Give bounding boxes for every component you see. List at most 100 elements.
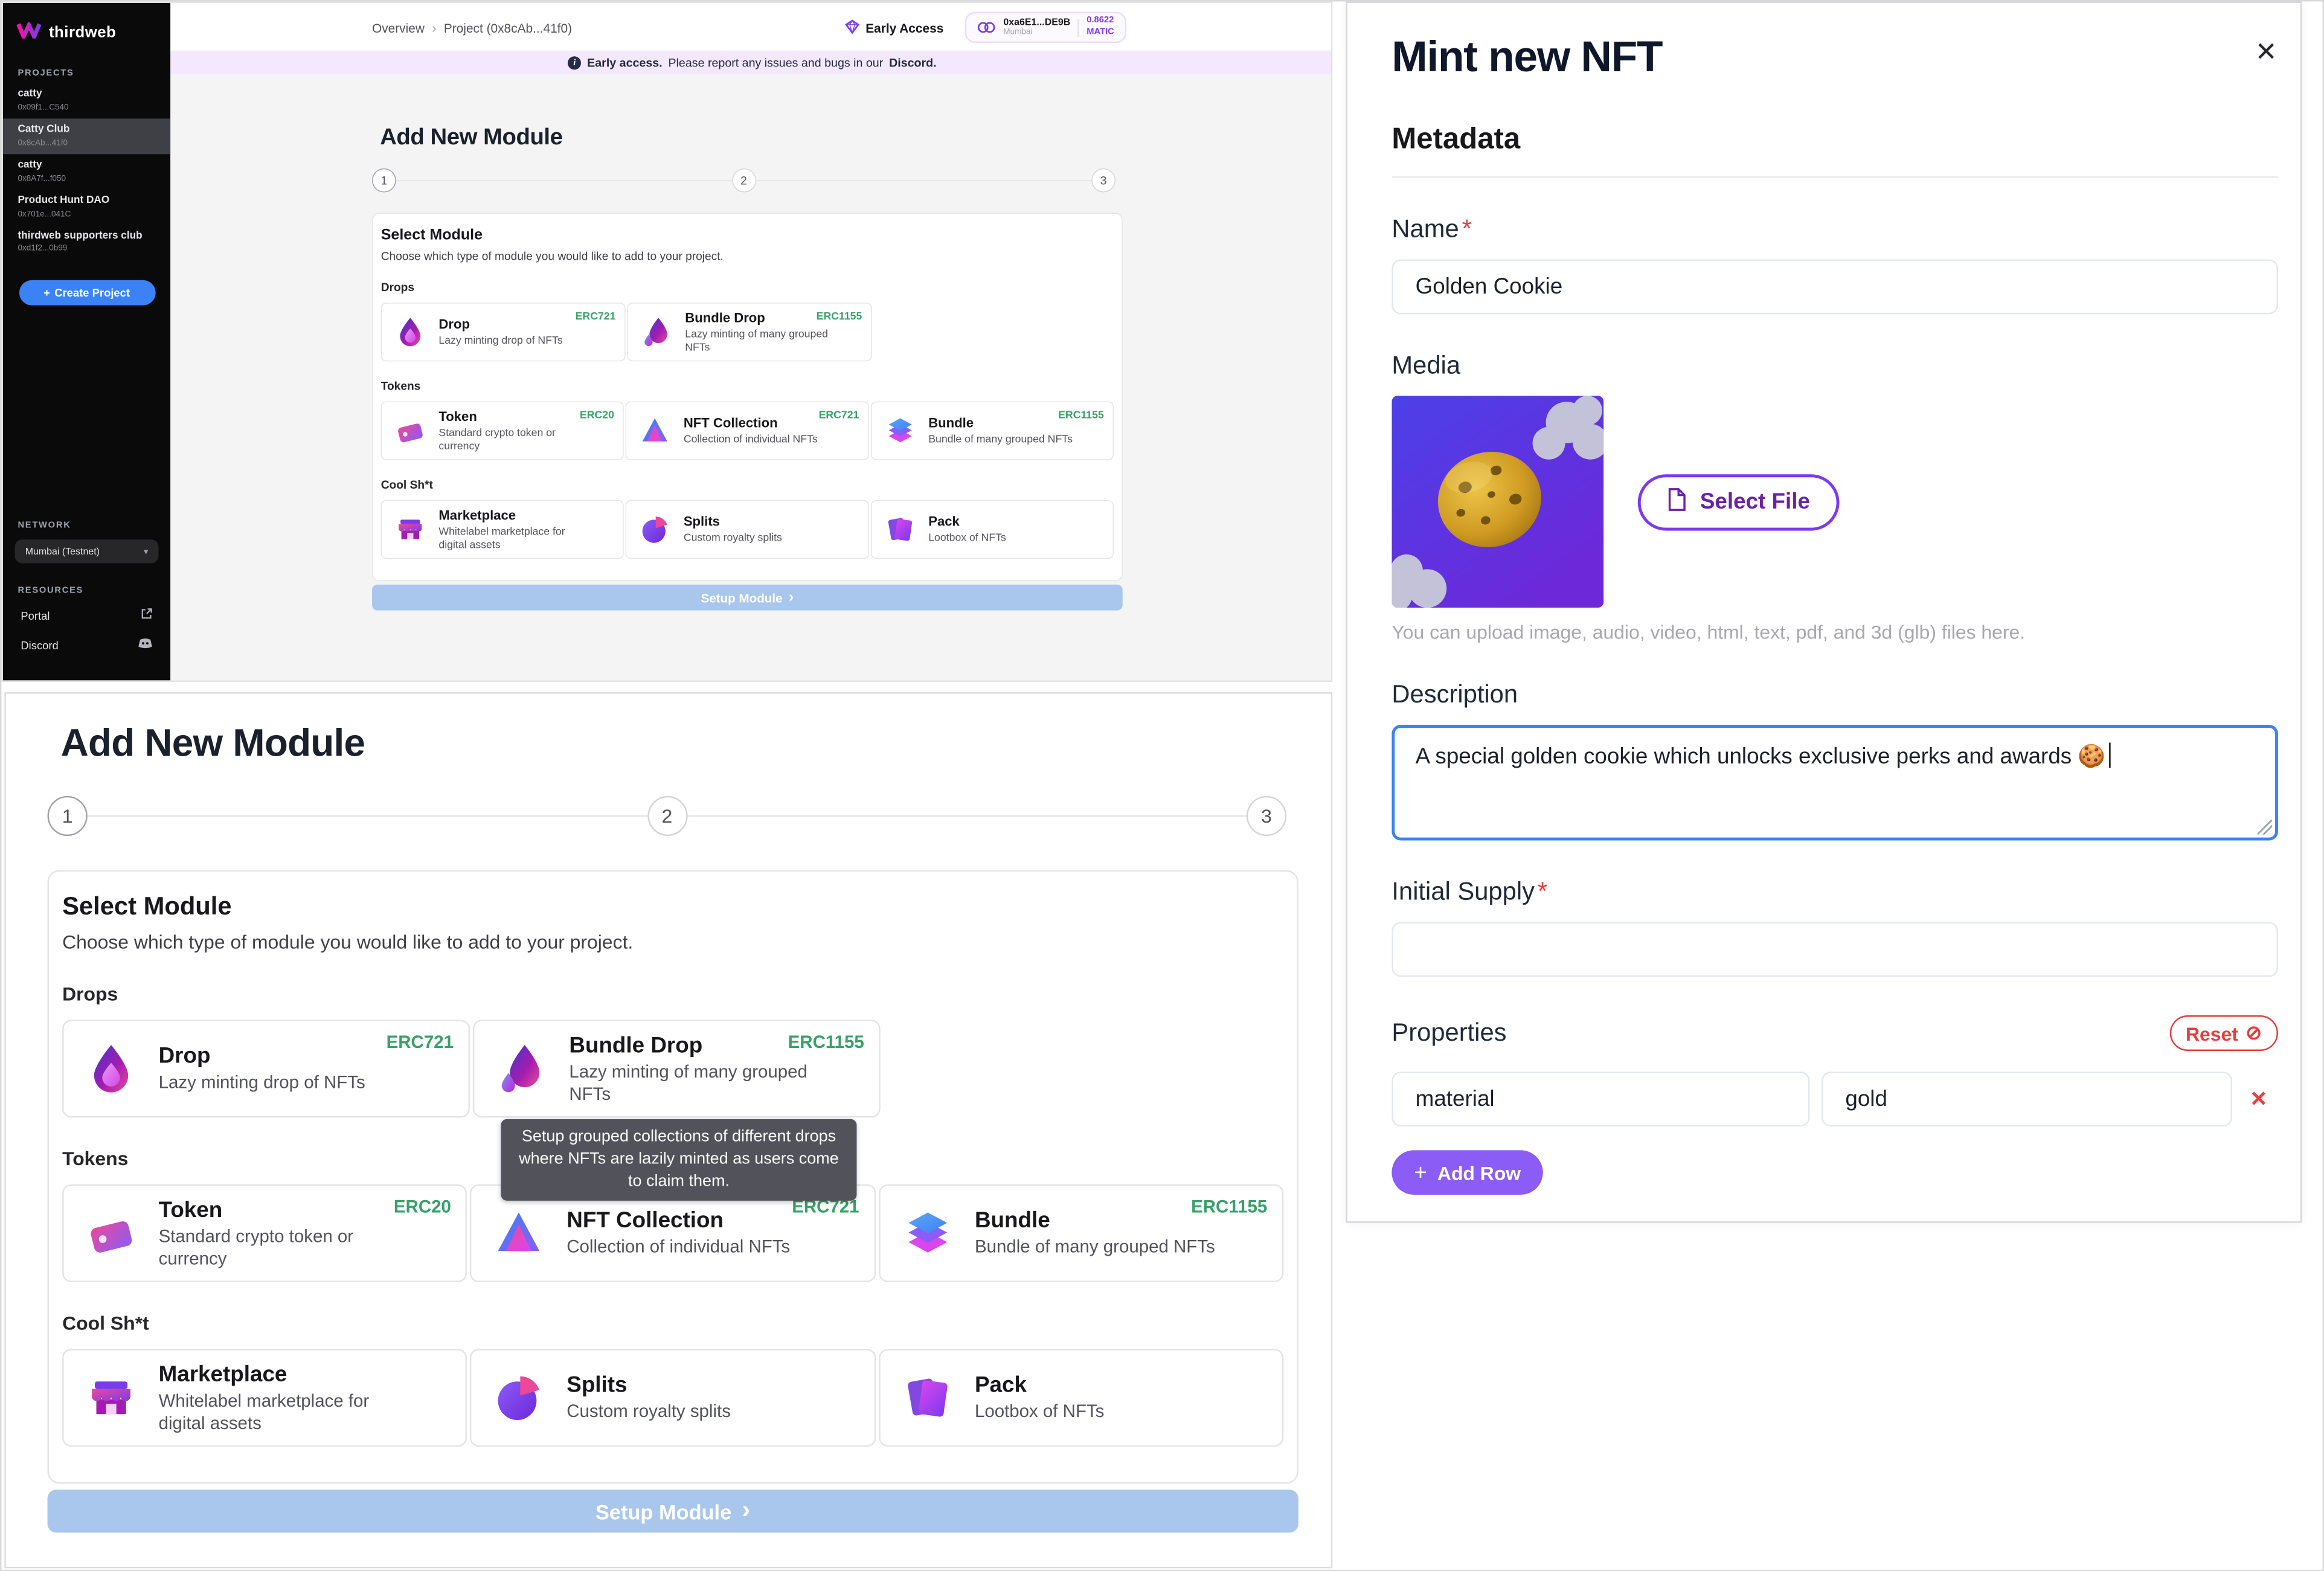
token-icon xyxy=(79,1207,144,1260)
module-card-token[interactable]: ERC20 Token St xyxy=(380,401,624,460)
erc-badge: ERC1155 xyxy=(1191,1196,1268,1217)
module-row-cool: Marketplace Whitelabel marketplace for d… xyxy=(380,500,1114,559)
add-new-module-panel: Add New Module 1 2 3 Select Module Choos… xyxy=(371,123,1123,611)
module-card-bundle-drop[interactable]: ERC1155 Bun xyxy=(627,303,872,362)
sidebar-project-catty-2[interactable]: catty 0x8A7f...f050 xyxy=(18,159,66,184)
module-card-drop[interactable]: ERC721 Drop xyxy=(380,303,626,362)
stepper: 1 2 3 xyxy=(371,168,1115,193)
marketplace-icon xyxy=(391,513,430,545)
wallet-balance: 0.8622 MATIC xyxy=(1087,16,1114,37)
sidebar-spacer xyxy=(3,306,170,510)
projects-section-label: PROJECTS xyxy=(18,69,74,79)
bundle-drop-icon xyxy=(637,316,676,348)
properties-header: Properties Reset ⊘ xyxy=(1392,1015,2278,1051)
module-card-drop[interactable]: ERC721 Drop xyxy=(62,1020,470,1118)
wallet-network: Mumbai xyxy=(1003,28,1033,38)
splits-icon xyxy=(635,513,675,545)
reset-icon: ⊘ xyxy=(2245,1021,2262,1044)
module-card-bundle[interactable]: ERC1155 Bundle Bundle of many group xyxy=(870,401,1114,460)
module-card-bundle[interactable]: ERC1155 Bundle Bundle of many group xyxy=(878,1184,1284,1282)
group-label-tokens: Tokens xyxy=(380,379,421,393)
setup-module-button[interactable]: Setup Module › xyxy=(47,1489,1298,1533)
property-key-field[interactable] xyxy=(1392,1071,1810,1127)
module-card-marketplace[interactable]: Marketplace Whitelabel marketplace for d… xyxy=(380,500,624,559)
sidebar-item-portal[interactable]: Portal xyxy=(3,600,170,630)
sidebar-item-discord[interactable]: Discord xyxy=(3,630,170,660)
select-module-card: Select Module Choose which type of modul… xyxy=(371,213,1123,582)
external-link-icon xyxy=(141,608,153,623)
step-3: 3 xyxy=(1091,168,1115,193)
breadcrumb-overview[interactable]: Overview xyxy=(371,20,425,35)
resize-handle[interactable] xyxy=(2257,820,2273,835)
chevron-right-icon: › xyxy=(432,20,437,35)
remove-row-icon[interactable]: ✕ xyxy=(2250,1087,2267,1112)
module-card-bundle-drop[interactable]: ERC1155 Bun xyxy=(472,1020,881,1118)
chevron-down-icon: ▾ xyxy=(144,547,149,557)
discord-link[interactable]: Discord. xyxy=(889,56,937,70)
module-card-pack[interactable]: Pack Lootbox of NFTs xyxy=(870,500,1114,559)
chevron-right-icon: › xyxy=(788,588,794,605)
group-label-cool: Cool Sh*t xyxy=(380,478,433,492)
bundle-icon xyxy=(894,1207,960,1260)
select-module-subtitle: Choose which type of module you would li… xyxy=(62,931,634,953)
module-row-cool: Marketplace Whitelabel marketplace for d… xyxy=(62,1349,1284,1447)
resources-section-label: RESOURCES xyxy=(18,586,84,596)
page-title: Add New Module xyxy=(380,123,563,150)
module-card-nft-collection[interactable]: ERC721 NFT xyxy=(626,401,869,460)
add-row-button[interactable]: + Add Row xyxy=(1392,1150,1543,1195)
erc-badge: ERC1155 xyxy=(788,1032,864,1053)
module-card-splits[interactable]: Splits Custom royalty splits xyxy=(626,500,869,559)
sidebar-project-catty-1[interactable]: catty 0x09f1...C540 xyxy=(18,89,69,113)
splits-icon xyxy=(487,1371,552,1424)
stepper: 1 2 3 xyxy=(47,795,1287,837)
divider xyxy=(1077,18,1080,37)
sidebar-project-catty-club[interactable]: Catty Club 0x8cAb...41f0 xyxy=(2,118,171,154)
property-row: ✕ xyxy=(1392,1071,2278,1127)
step-connector xyxy=(87,815,647,817)
reset-button[interactable]: Reset ⊘ xyxy=(2169,1015,2278,1051)
name-label: Name * xyxy=(1392,214,1472,243)
module-card-splits[interactable]: Splits Custom royalty splits xyxy=(470,1349,876,1447)
setup-module-button[interactable]: Setup Module › xyxy=(371,584,1123,611)
wallet-address: 0xa6E1...DE9B xyxy=(1003,17,1071,28)
initial-supply-field[interactable] xyxy=(1392,922,2278,977)
mini-module-panel: Add New Module 1 2 3 Select Module Choos… xyxy=(371,123,1131,612)
brand-logo[interactable]: thirdweb xyxy=(3,3,170,58)
module-row-tokens: ERC20 Token St xyxy=(380,401,1114,460)
metadata-section-title: Metadata xyxy=(1392,123,2278,178)
create-project-button[interactable]: + Create Project xyxy=(18,280,155,306)
wallet-pill[interactable]: 0xa6E1...DE9B Mumbai 0.8622 MATIC xyxy=(965,11,1126,43)
property-value-field[interactable] xyxy=(1822,1071,2232,1127)
file-icon xyxy=(1668,487,1687,516)
pack-icon xyxy=(894,1371,960,1424)
close-icon[interactable]: ✕ xyxy=(2249,34,2284,69)
plus-icon: + xyxy=(1414,1160,1427,1186)
step-connector xyxy=(756,179,1092,181)
select-module-title: Select Module xyxy=(380,226,483,243)
mint-nft-drawer: ✕ Mint new NFT Metadata Name* Media xyxy=(1346,1,2302,1223)
nft-collection-icon xyxy=(635,415,675,447)
module-row-tokens: ERC20 Token St xyxy=(62,1184,1284,1282)
module-card-nft-collection[interactable]: ERC721 NFT xyxy=(470,1184,876,1282)
required-asterisk: * xyxy=(1462,214,1472,243)
app-header: Overview › Project (0x8cAb...41f0) Early… xyxy=(170,2,1331,52)
select-file-button[interactable]: Select File xyxy=(1637,474,1840,530)
name-field[interactable] xyxy=(1392,259,2278,315)
network-select[interactable]: Mumbai (Testnet) ▾ xyxy=(14,539,159,564)
breadcrumb-project: Project (0x8cAb...41f0) xyxy=(443,20,573,35)
module-card-token[interactable]: ERC20 Token St xyxy=(62,1184,467,1282)
step-1: 1 xyxy=(371,168,396,193)
step-2: 2 xyxy=(647,795,687,837)
erc-badge: ERC20 xyxy=(580,408,614,421)
module-card-pack[interactable]: Pack Lootbox of NFTs xyxy=(878,1349,1284,1447)
sidebar-project-thirdweb-supporters-club[interactable]: thirdweb supporters club 0xd1f2...0b99 xyxy=(18,230,143,254)
pack-icon xyxy=(881,513,920,545)
group-label-drops: Drops xyxy=(380,280,415,294)
text-caret xyxy=(2108,742,2111,768)
module-row-drops: ERC721 Drop xyxy=(62,1020,1283,1118)
module-card-marketplace[interactable]: Marketplace Whitelabel marketplace for d… xyxy=(62,1349,467,1447)
media-row: Select File xyxy=(1392,396,2278,608)
bundle-icon xyxy=(881,415,920,447)
description-textarea[interactable]: A special golden cookie which unlocks ex… xyxy=(1392,725,2278,841)
sidebar-project-product-hunt-dao[interactable]: Product Hunt DAO 0x701e...041C xyxy=(18,195,110,219)
